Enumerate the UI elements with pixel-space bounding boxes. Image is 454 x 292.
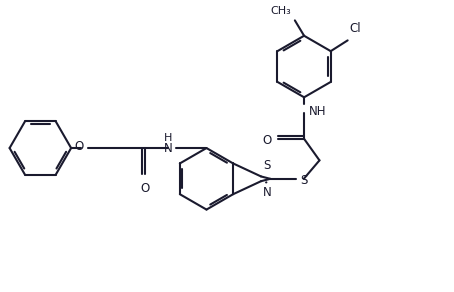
Text: N: N [263,186,272,199]
Text: Cl: Cl [350,22,361,35]
Text: N: N [164,142,173,154]
Text: CH₃: CH₃ [271,6,291,16]
Text: S: S [263,159,271,171]
Text: H: H [164,133,173,143]
Text: O: O [262,134,271,147]
Text: NH: NH [309,105,326,118]
Text: S: S [301,174,308,187]
Text: O: O [75,140,84,153]
Text: O: O [140,182,149,194]
